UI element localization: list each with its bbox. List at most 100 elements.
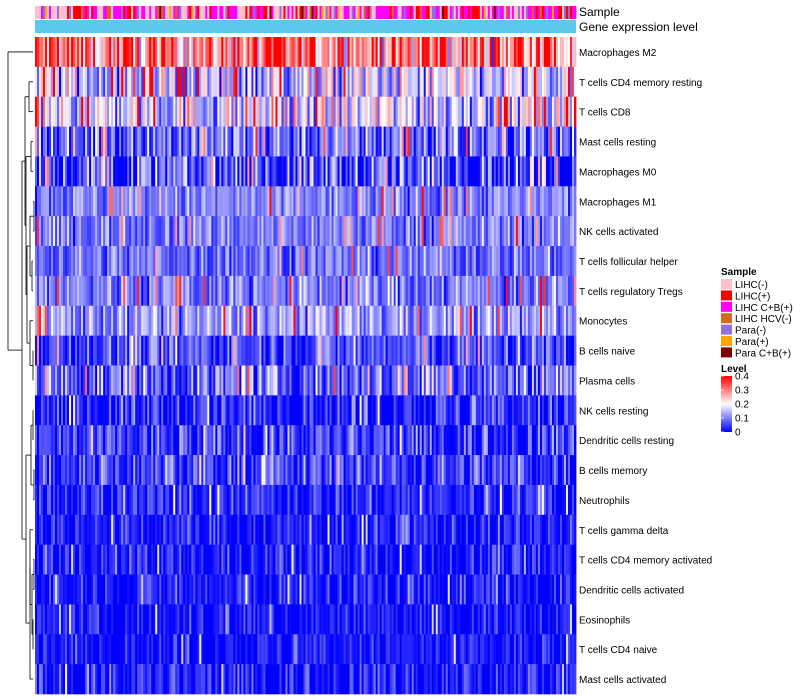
heatmap-cell [425, 216, 429, 247]
heatmap-cell [403, 514, 407, 545]
heatmap-cell [561, 365, 565, 396]
heatmap-cell [327, 514, 330, 545]
heatmap-cell [291, 156, 294, 187]
heatmap-cell [313, 126, 316, 157]
heatmap-cell [353, 455, 356, 486]
heatmap-cell [545, 395, 549, 426]
heatmap-cell [245, 425, 248, 456]
heatmap-cell [515, 216, 519, 247]
heatmap-cell [161, 335, 164, 366]
heatmap-cell [563, 37, 567, 68]
sample-annotation-cell [265, 6, 268, 19]
sample-annotation-cell [421, 6, 425, 19]
heatmap-cell [121, 216, 124, 247]
heatmap-cell [485, 305, 489, 336]
heatmap-cell [85, 395, 88, 426]
heatmap-cell [387, 365, 391, 396]
heatmap-cell [389, 275, 393, 307]
heatmap-cell [213, 216, 216, 247]
heatmap-cell [285, 425, 288, 456]
heatmap-cell [207, 425, 210, 456]
heatmap-cell [545, 335, 549, 366]
heatmap-cell [493, 156, 497, 187]
heatmap-cell [51, 335, 54, 366]
heatmap-cell [433, 335, 437, 366]
heatmap-cell [127, 395, 130, 426]
heatmap-cell [373, 216, 377, 247]
heatmap-cell [401, 425, 405, 456]
heatmap-cell [93, 246, 96, 277]
heatmap-cell [241, 66, 244, 98]
heatmap-cell [481, 275, 485, 307]
heatmap-cell [233, 96, 236, 127]
heatmap-cell [79, 395, 82, 426]
heatmap-cell [219, 335, 222, 366]
heatmap-cell [485, 455, 489, 486]
heatmap-cell [341, 66, 344, 98]
heatmap-cell [239, 455, 242, 486]
heatmap-cell [249, 96, 252, 127]
heatmap-cell [103, 365, 106, 396]
heatmap-cell [227, 96, 230, 127]
heatmap-cell [209, 186, 212, 217]
heatmap-cell [243, 156, 246, 187]
heatmap-cell [245, 37, 248, 68]
heatmap-cell [63, 484, 66, 516]
heatmap-cell [413, 37, 417, 68]
heatmap-cell [323, 96, 326, 127]
heatmap-cell [343, 275, 346, 307]
heatmap-cell [503, 484, 507, 516]
heatmap-cell [111, 66, 114, 98]
heatmap-cell [379, 395, 383, 426]
heatmap-cell [415, 365, 419, 396]
heatmap-cell [457, 246, 461, 277]
heatmap-cell [363, 335, 367, 366]
heatmap-cell [321, 305, 324, 336]
heatmap-cell [265, 455, 268, 486]
heatmap-cell [459, 246, 463, 277]
heatmap-cell [73, 246, 76, 277]
heatmap-cell [223, 96, 226, 127]
heatmap-cell [327, 395, 330, 426]
heatmap-cell [251, 335, 254, 366]
heatmap-cell [213, 484, 216, 516]
heatmap-cell [193, 305, 196, 336]
heatmap-cell [67, 126, 70, 157]
heatmap-cell [441, 455, 445, 486]
heatmap-cell [219, 455, 222, 486]
heatmap-cell [507, 96, 511, 127]
heatmap-cell [91, 156, 94, 187]
heatmap-cell [499, 275, 503, 307]
heatmap-cell [391, 66, 395, 98]
heatmap-cell [237, 37, 240, 68]
heatmap-cell [473, 156, 477, 187]
heatmap-cell [217, 395, 220, 426]
heatmap-cell [549, 275, 553, 307]
heatmap-cell [553, 156, 557, 187]
heatmap-cell [261, 37, 264, 68]
heatmap-cell [383, 425, 387, 456]
heatmap-cell [419, 365, 423, 396]
heatmap-cell [169, 275, 172, 307]
heatmap-cell [323, 156, 326, 187]
heatmap-cell [361, 96, 364, 127]
heatmap-cell [447, 484, 451, 516]
heatmap-cell [475, 216, 479, 247]
heatmap-cell [307, 335, 310, 366]
heatmap-cell [265, 425, 268, 456]
heatmap-cell [467, 66, 471, 98]
heatmap-cell [527, 156, 531, 187]
heatmap-cell [331, 66, 334, 98]
heatmap-cell [409, 37, 413, 68]
heatmap-cell [61, 335, 64, 366]
sample-annotation-cell [165, 6, 168, 19]
heatmap-cell [205, 66, 208, 98]
heatmap-cell [413, 156, 417, 187]
heatmap-cell [569, 514, 573, 545]
heatmap-cell [283, 246, 286, 277]
heatmap-cell [487, 96, 491, 127]
heatmap-cell [121, 544, 124, 575]
sample-annotation-cell [389, 6, 393, 19]
heatmap-cell [483, 156, 487, 187]
heatmap-cell [49, 335, 52, 366]
